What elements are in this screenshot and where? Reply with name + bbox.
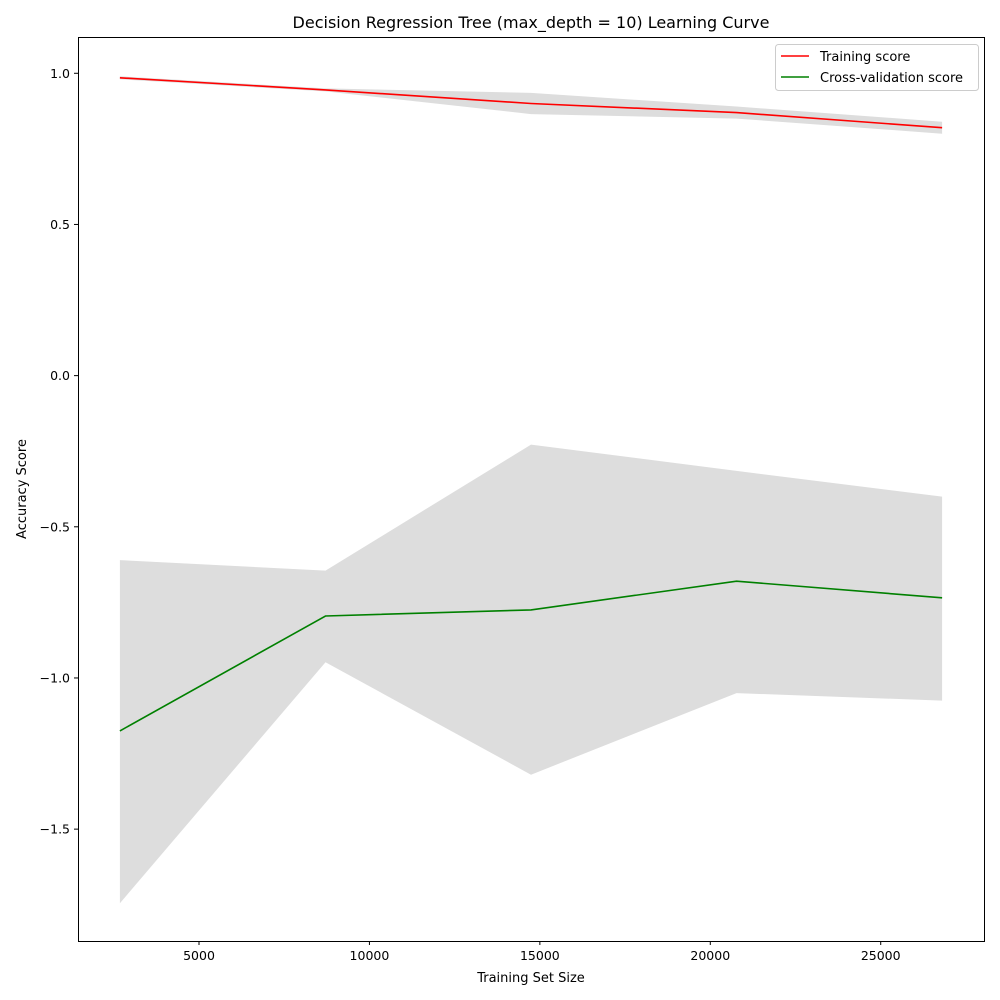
legend-label-training: Training score bbox=[819, 50, 910, 65]
x-tick-label: 20000 bbox=[690, 948, 730, 963]
series-line-1 bbox=[119, 580, 943, 732]
legend-label-cross-validation: Cross-validation score bbox=[820, 71, 963, 86]
y-tick-label: −1.0 bbox=[40, 670, 70, 685]
y-axis-label: Accuracy Score bbox=[15, 439, 30, 539]
legend: Training score Cross-validation score bbox=[775, 44, 979, 91]
x-axis-label: Training Set Size bbox=[476, 971, 585, 986]
y-tick-label: 0.0 bbox=[50, 368, 70, 383]
y-tick-label: −1.5 bbox=[40, 822, 70, 837]
confidence-bands bbox=[119, 76, 943, 904]
x-tick-label: 10000 bbox=[350, 948, 390, 963]
x-axis-ticks: 5000 10000 15000 20000 25000 bbox=[183, 941, 901, 963]
y-axis-ticks: −1.5 −1.0 −0.5 0.0 0.5 1.0 bbox=[40, 66, 78, 837]
series-line-0 bbox=[119, 77, 943, 129]
series-lines bbox=[119, 77, 943, 732]
chart-title: Decision Regression Tree (max_depth = 10… bbox=[293, 13, 770, 33]
y-tick-label: 0.5 bbox=[50, 217, 70, 232]
y-tick-label: −0.5 bbox=[40, 519, 70, 534]
y-tick-label: 1.0 bbox=[50, 66, 70, 81]
x-tick-label: 15000 bbox=[520, 948, 560, 963]
x-tick-label: 25000 bbox=[861, 948, 901, 963]
x-tick-label: 5000 bbox=[183, 948, 215, 963]
legend-box bbox=[775, 44, 979, 91]
confidence-band-1 bbox=[119, 444, 943, 904]
plot-frame bbox=[78, 37, 985, 942]
